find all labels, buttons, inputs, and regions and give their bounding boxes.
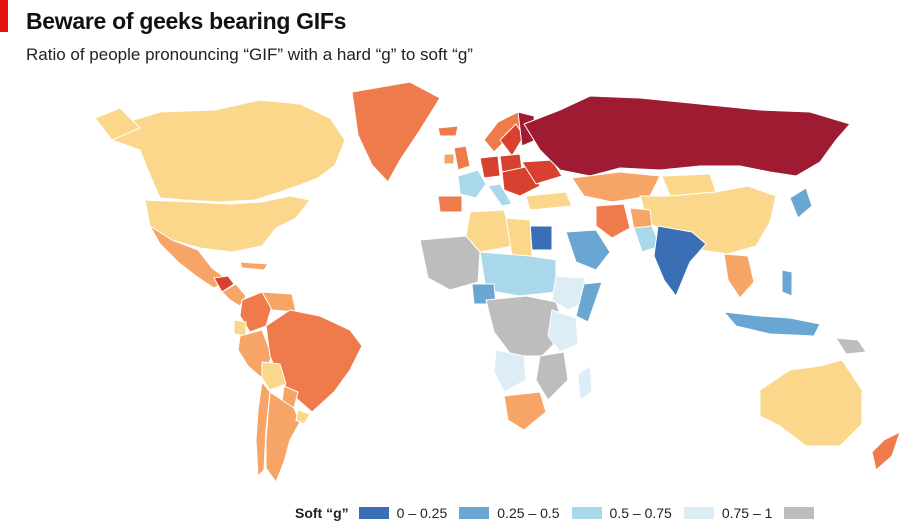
country-angola [493, 349, 527, 393]
country-iran [595, 203, 631, 239]
country-somalia [575, 281, 603, 323]
legend-swatch [683, 507, 714, 519]
country-mozambique [535, 351, 569, 401]
country-turkey [525, 191, 573, 211]
country-southeast-asia [723, 253, 755, 299]
country-alaska [94, 107, 141, 141]
country-russia [523, 95, 851, 177]
legend-swatch [358, 507, 389, 519]
country-india [653, 225, 707, 297]
legend-swatch [459, 507, 490, 519]
legend-item: 0.5 – 0.75 [571, 505, 672, 521]
country-germany [479, 155, 501, 179]
country-south-africa [503, 391, 547, 431]
country-saudi-arabia [565, 229, 611, 271]
chart-subtitle: Ratio of people pronouncing “GIF” with a… [26, 45, 473, 64]
legend-item [784, 507, 822, 519]
legend-label: 0.75 – 1 [721, 505, 773, 521]
country-new-zealand [871, 431, 901, 471]
country-madagascar [577, 365, 593, 401]
legend-item: 0.75 – 1 [683, 505, 773, 521]
brand-accent-bar [0, 0, 8, 32]
country-greenland [351, 81, 441, 183]
country-chile [255, 381, 271, 477]
legend-item: 0 – 0.25 [358, 505, 448, 521]
country-uruguay [295, 409, 311, 425]
country-ecuador [233, 319, 247, 337]
chart-title: Beware of geeks bearing GIFs [26, 8, 347, 34]
country-guatemala [213, 275, 235, 293]
country-ireland [443, 153, 455, 165]
country-france [457, 169, 487, 199]
country-canada [107, 99, 346, 203]
legend-label: 0 – 0.25 [396, 505, 448, 521]
legend-item: 0.25 – 0.5 [459, 505, 560, 521]
legend-title: Soft “g” [295, 505, 349, 521]
legend-swatch [571, 507, 602, 519]
country-libya [505, 217, 533, 257]
country-brazil [265, 309, 363, 413]
country-iceland [437, 125, 459, 137]
legend-label: 0.5 – 0.75 [609, 505, 672, 521]
country-uk [453, 145, 471, 171]
country-egypt [529, 225, 553, 251]
country-bolivia [261, 361, 287, 391]
legend-label: 0.25 – 0.5 [497, 505, 560, 521]
country-kenya-tanzania [547, 309, 579, 353]
country-italy [487, 183, 513, 207]
country-philippines [781, 269, 793, 297]
country-australia [759, 359, 863, 447]
country-indonesia [723, 311, 821, 337]
country-korea-japan [789, 187, 813, 219]
country-papua [835, 337, 867, 355]
country-west-africa [419, 235, 481, 291]
map-legend: Soft “g” 0 – 0.25 0.25 – 0.5 0.5 – 0.75 … [295, 503, 834, 523]
country-cuba [239, 261, 269, 271]
country-spain [437, 195, 463, 213]
country-algeria [465, 209, 515, 253]
legend-swatch [784, 507, 815, 519]
country-ukraine [521, 159, 563, 185]
